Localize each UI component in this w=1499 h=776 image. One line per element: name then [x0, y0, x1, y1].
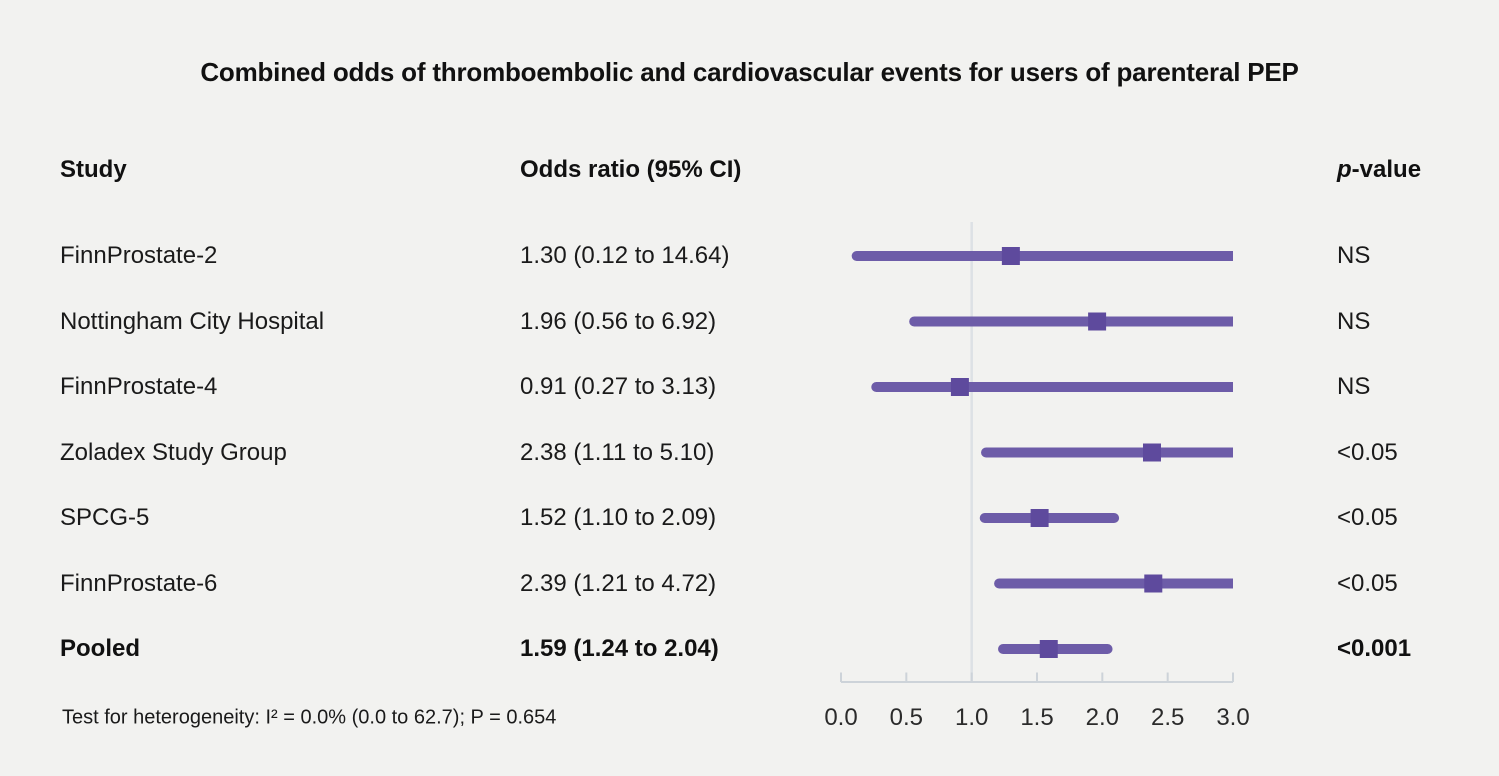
odds-ratio-marker: [1142, 443, 1161, 462]
p-value: <0.001: [1337, 635, 1412, 662]
p-value: <0.05: [1337, 569, 1398, 597]
odds-ratio-ci-text: 1.30 (0.12 to 14.64): [520, 242, 730, 269]
odds-ratio-ci-text: 1.59 (1.24 to 2.04): [520, 635, 719, 662]
odds-ratio-marker: [1039, 640, 1058, 658]
p-value: <0.05: [1337, 504, 1398, 531]
study-name: SPCG-5: [60, 504, 150, 531]
odds-ratio-ci-text: 2.39 (1.21 to 4.72): [520, 569, 717, 597]
p-value-header-italic-p: p: [1337, 156, 1352, 183]
study-name: Nottingham City Hospital: [60, 307, 325, 335]
odds-ratio-ci-text: 0.91 (0.27 to 3.13): [520, 373, 717, 400]
odds-ratio-ci-text: 1.52 (1.10 to 2.09): [520, 504, 717, 531]
study-name: Zoladex Study Group: [60, 438, 287, 466]
p-value-header-suffix: -value: [1351, 156, 1422, 183]
column-header-odds-ratio: Odds ratio (95% CI): [520, 156, 742, 183]
odds-ratio-marker: [1030, 509, 1049, 527]
odds-ratio-ci-text: 1.96 (0.56 to 6.92): [520, 307, 717, 335]
x-tick-label: 0.0: [824, 704, 857, 731]
study-name: FinnProstate-2: [60, 242, 218, 269]
p-value: <0.05: [1337, 438, 1398, 466]
study-name: FinnProstate-4: [60, 373, 218, 400]
chart-title: Combined odds of thromboembolic and card…: [200, 57, 1299, 87]
p-value: NS: [1337, 307, 1371, 335]
odds-ratio-marker: [950, 378, 969, 396]
p-value: NS: [1337, 242, 1371, 269]
x-tick-label: 3.0: [1216, 704, 1249, 731]
x-tick-label: 0.5: [890, 704, 923, 731]
x-tick-label: 1.5: [1020, 704, 1053, 731]
study-name: Pooled: [60, 635, 141, 662]
x-axis: [840, 672, 1234, 683]
p-value: NS: [1337, 373, 1371, 400]
odds-ratio-marker: [1001, 247, 1020, 265]
x-tick-label: 2.0: [1086, 704, 1119, 731]
x-tick-label: 2.5: [1151, 704, 1184, 731]
odds-ratio-marker: [1144, 574, 1163, 593]
column-header-study: Study: [60, 156, 127, 183]
x-tick-label: 1.0: [955, 704, 988, 731]
odds-ratio-marker: [1088, 312, 1107, 331]
odds-ratio-ci-text: 2.38 (1.11 to 5.10): [520, 438, 715, 466]
heterogeneity-footnote: Test for heterogeneity: I² = 0.0% (0.0 t…: [62, 706, 557, 729]
study-name: FinnProstate-6: [60, 569, 218, 597]
column-header-p-value: p-value: [1337, 156, 1421, 184]
